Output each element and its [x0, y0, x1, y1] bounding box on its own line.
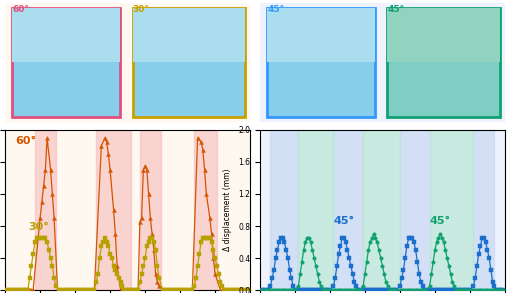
Bar [12, 8, 120, 62]
Bar [429, 130, 472, 290]
Bar [194, 130, 216, 290]
Bar [12, 8, 120, 117]
Bar [96, 130, 131, 290]
Bar [333, 130, 362, 290]
Text: 45°: 45° [386, 5, 404, 14]
Text: 60°: 60° [12, 5, 30, 14]
Text: 45°: 45° [333, 217, 354, 226]
Bar [267, 8, 374, 62]
Text: 45°: 45° [429, 217, 450, 226]
Bar [386, 8, 499, 117]
Bar [139, 130, 160, 290]
Bar [35, 130, 56, 290]
Bar [132, 8, 245, 62]
Bar [132, 8, 245, 117]
Bar [270, 130, 298, 290]
Text: 45°: 45° [267, 5, 284, 14]
Text: 30°: 30° [132, 5, 149, 14]
Y-axis label: Δ displacement (mm): Δ displacement (mm) [223, 169, 232, 251]
Text: 60°: 60° [16, 136, 37, 146]
Bar [267, 8, 374, 117]
Bar [399, 130, 429, 290]
Bar [362, 130, 399, 290]
Bar [386, 8, 499, 62]
Text: 30°: 30° [28, 222, 49, 232]
Bar [472, 130, 493, 290]
Bar [298, 130, 333, 290]
